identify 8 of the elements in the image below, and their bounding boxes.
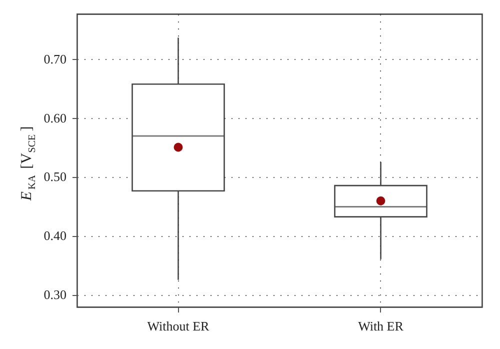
y-tick-label: 0.50: [44, 169, 66, 184]
y-axis-title: EKA [VSCE]: [19, 126, 38, 202]
x-tick-label: Without ER: [147, 318, 210, 334]
y-tick-label: 0.40: [44, 228, 66, 244]
y-tick-label: 0.30: [44, 287, 66, 302]
y-tick-label: 0.60: [44, 110, 66, 126]
x-tick-label: With ER: [358, 318, 404, 334]
y-tick-label: 0.70: [44, 51, 66, 66]
